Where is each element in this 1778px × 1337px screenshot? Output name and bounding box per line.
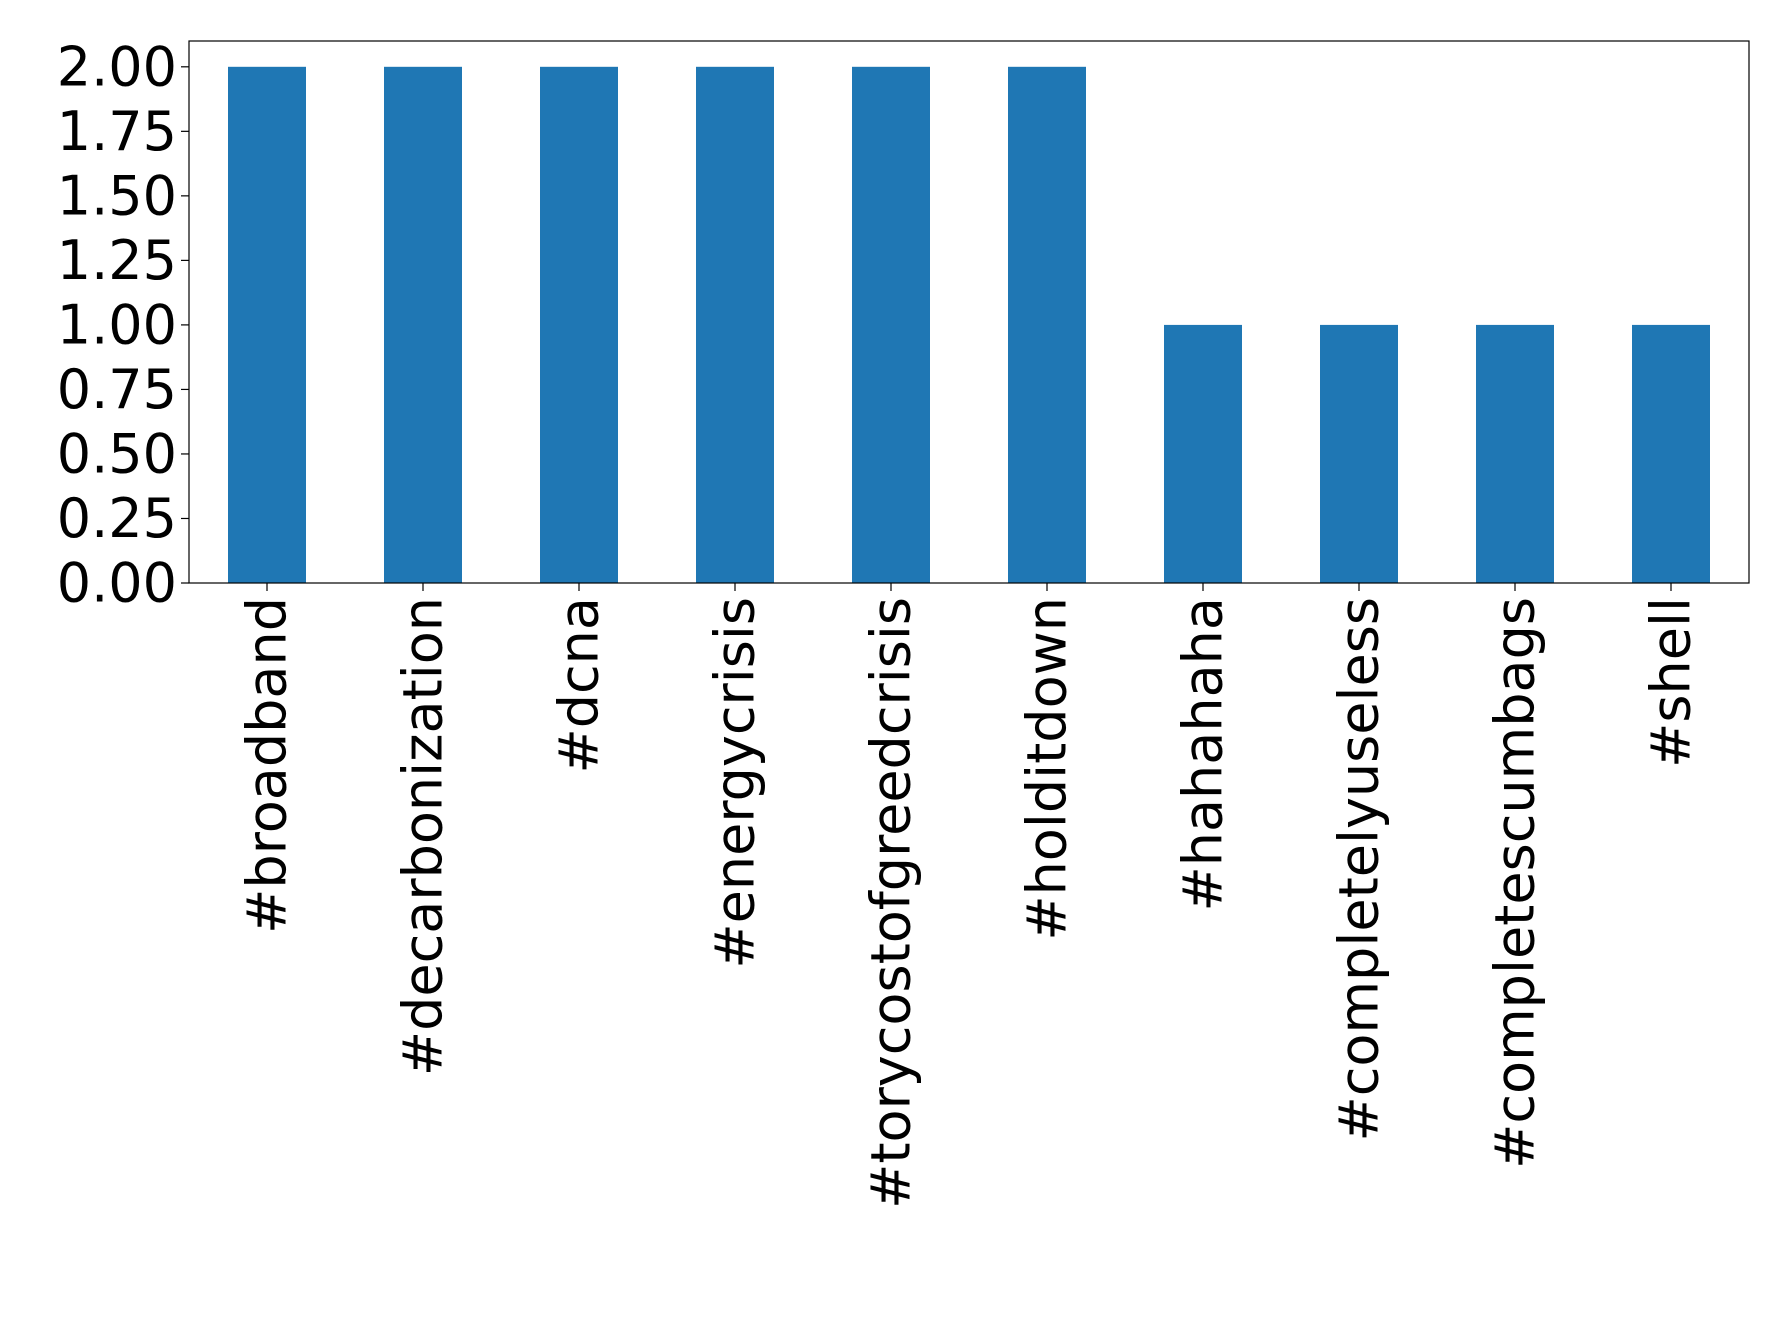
bar (384, 66, 462, 584)
x-tick-label: #decarbonization (392, 597, 455, 1076)
x-tick-label: #dcna (548, 597, 611, 774)
y-tick-label: 0.00 (57, 552, 177, 615)
bar (852, 66, 930, 584)
y-tick-label: 1.25 (57, 229, 177, 292)
bar (696, 66, 774, 584)
bar (1164, 324, 1242, 583)
bar (1632, 324, 1710, 583)
x-tick-label: #shell (1640, 597, 1703, 768)
x-tick-label: #hahahaha (1172, 597, 1235, 912)
x-tick-label: #torycostofgreedcrisis (860, 597, 923, 1209)
y-tick-label: 2.00 (57, 35, 177, 98)
y-tick-label: 1.75 (57, 100, 177, 163)
bar (1476, 324, 1554, 583)
y-tick-label: 0.50 (57, 422, 177, 485)
y-tick-label: 0.75 (57, 358, 177, 421)
x-tick-label: #energycrisis (704, 597, 767, 969)
x-tick-label: #completescumbags (1484, 597, 1547, 1169)
y-tick-label: 1.50 (57, 164, 177, 227)
bar (1008, 66, 1086, 584)
bar (540, 66, 618, 584)
x-tick-label: #broadband (236, 597, 299, 934)
y-tick-label: 0.25 (57, 487, 177, 550)
plot-frame (188, 40, 1750, 584)
bar (1320, 324, 1398, 583)
x-tick-label: #completelyuseless (1328, 597, 1391, 1142)
bar (228, 66, 306, 584)
y-tick-label: 1.00 (57, 293, 177, 356)
x-tick-label: #holditdown (1016, 597, 1079, 941)
